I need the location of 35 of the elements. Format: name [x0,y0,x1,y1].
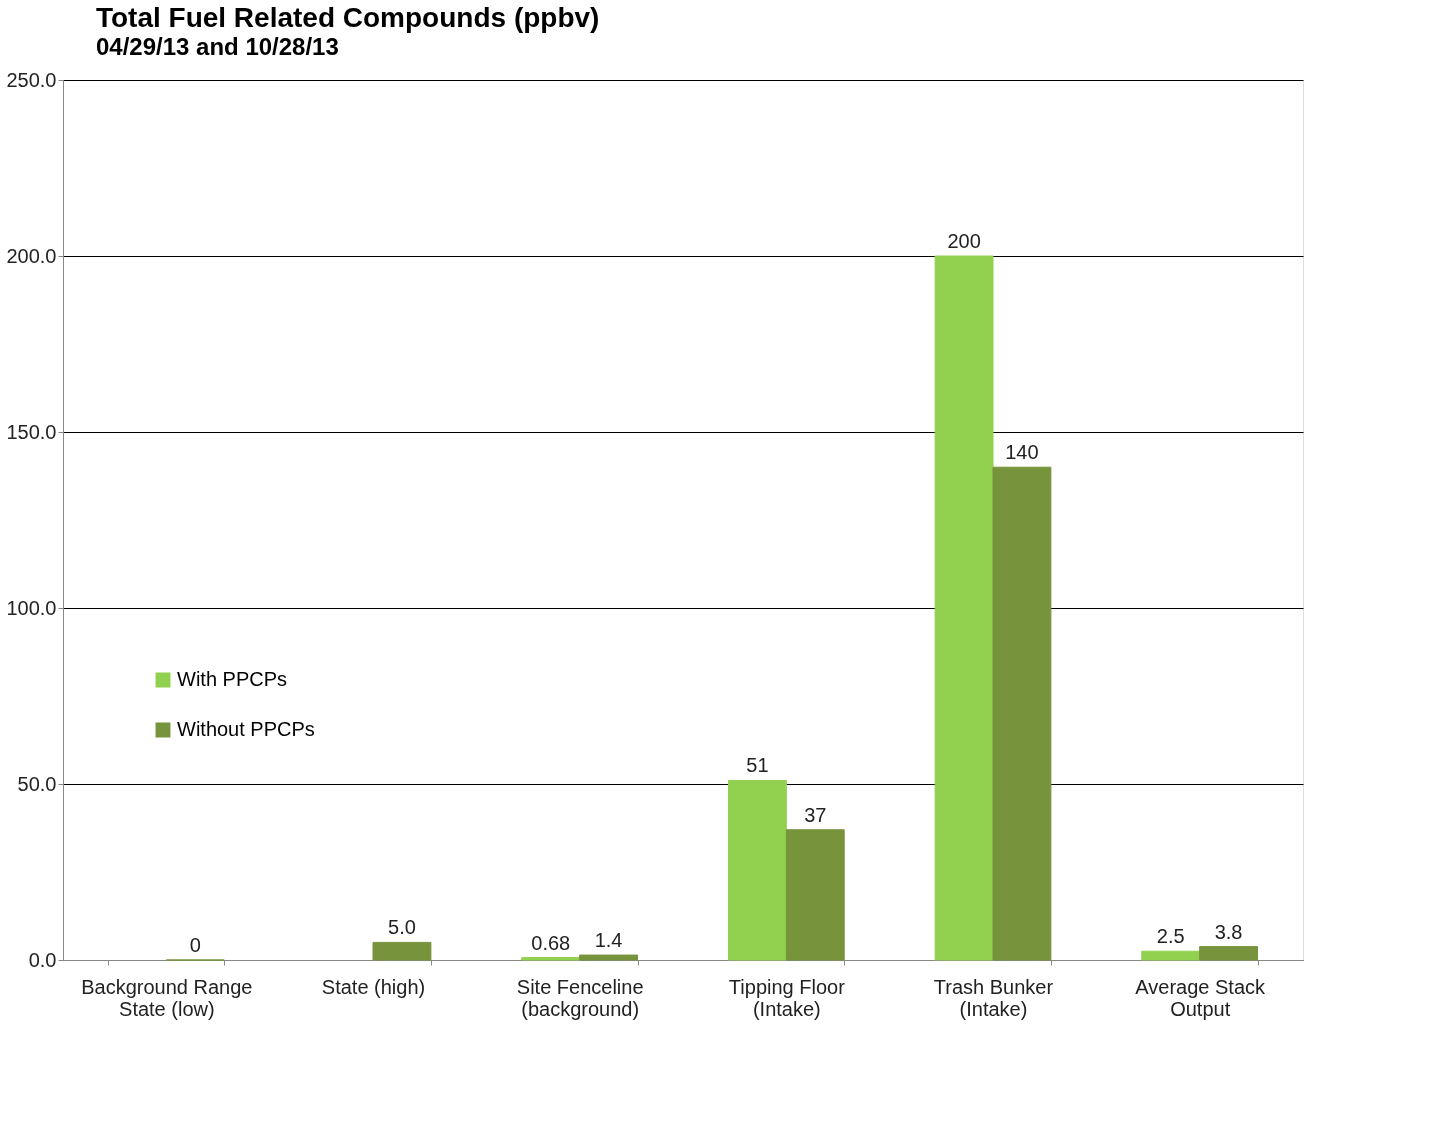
x-tick-label: Site Fenceline (background) [516,975,644,1020]
bar [521,957,581,961]
x-tick-label: Background Range State (low) [81,975,253,1020]
y-tick-label: 150.0 [6,420,57,443]
bar [727,779,787,961]
data-label: 5.0 [388,916,416,939]
data-label: 51 [746,754,769,777]
bar [1141,950,1201,961]
y-tick-label: 250.0 [6,68,57,91]
bar [372,941,432,961]
x-tick-label: Tipping Floor (Intake) [728,975,846,1020]
x-tick-label: Average Stack Output [1135,975,1267,1020]
data-label: 2.5 [1156,925,1185,948]
data-label: 140 [1005,441,1039,464]
y-tick-label: 50.0 [17,772,57,795]
data-label: 0 [189,934,201,956]
data-label: 37 [804,803,827,826]
y-tick-label: 200.0 [6,244,57,267]
chart-subtitle: 04/29/13 and 10/28/13 [95,33,339,60]
bar [934,255,994,961]
legend-label: With PPCPs [177,668,288,690]
legend-label: Without PPCPs [177,718,315,740]
y-tick-label: 0.0 [28,948,57,971]
data-label: 1.4 [594,929,623,952]
y-tick-label: 100.0 [6,596,57,619]
x-tick-label: Trash Bunker (Intake) [933,975,1054,1020]
bar [1199,946,1259,961]
data-label: 3.8 [1214,920,1243,943]
bar [785,829,845,961]
data-label: 0.68 [531,931,571,954]
data-label: 200 [947,230,981,252]
chart-title: Total Fuel Related Compounds (ppbv) [95,2,600,33]
x-tick-label: State (high) [321,975,426,998]
bar [992,466,1052,961]
bar [579,954,639,961]
